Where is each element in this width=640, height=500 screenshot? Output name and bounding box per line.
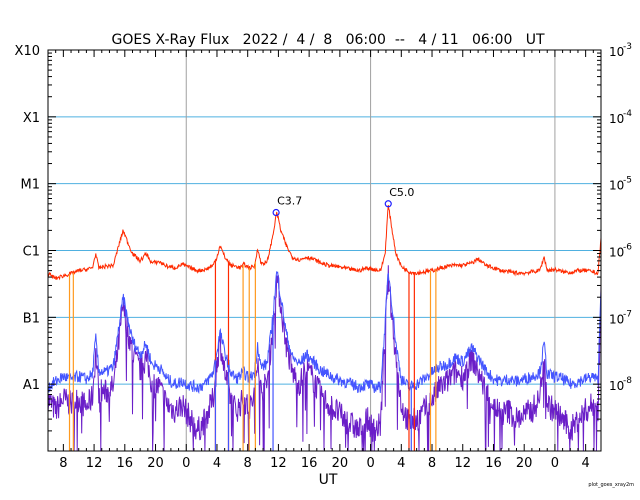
y-tick-label-right-exp: -6 (623, 243, 632, 253)
flare-layer: C3.7 C5.0 (272, 186, 414, 217)
x-tick-label: 20 (332, 456, 349, 471)
x-tick-label: 16 (117, 456, 134, 471)
y-tick-label-right-base: 10 (609, 179, 624, 193)
y-tick-label-left: B1 (23, 311, 40, 326)
y-tick-label-left: A1 (23, 378, 40, 393)
x-tick-label: 12 (270, 456, 287, 471)
y-tick-label-right-exp: -7 (623, 309, 632, 319)
y-tick-label-right-base: 10 (609, 45, 624, 59)
y-tick-label-right-exp: -3 (623, 42, 632, 52)
y-tick-label-right-exp: -8 (623, 376, 632, 386)
x-tick-label: 12 (454, 456, 471, 471)
x-tick-label: 16 (485, 456, 502, 471)
x-tick-label: 4 (213, 456, 221, 471)
flare-label: C5.0 (389, 186, 414, 199)
x-tick-label: 12 (86, 456, 103, 471)
flare-marker (272, 208, 280, 217)
y-tick-label-right-base: 10 (609, 246, 624, 260)
series-line-long (47, 205, 602, 281)
x-tick-label: 4 (397, 456, 405, 471)
x-tick-label: 4 (581, 456, 589, 471)
chart-title: GOES X-Ray Flux 2022 / 4 / 8 06:00 -- 4 … (112, 32, 545, 48)
footer-note: plot_goes_xray2m (588, 482, 634, 488)
y-tick-label-right-base: 10 (609, 312, 624, 326)
y-tick-label-right-exp: -4 (623, 109, 632, 119)
y-tick-label-left: C1 (23, 245, 40, 260)
series-layer (47, 205, 602, 452)
x-tick-label: 8 (244, 456, 252, 471)
y-tick-label-right-exp: -5 (623, 176, 632, 186)
flare-label: C3.7 (277, 195, 302, 208)
series-line-short2 (47, 265, 602, 452)
y-tick-label-left: X10 (15, 44, 40, 59)
x-tick-label: 8 (59, 456, 67, 471)
x-tick-label: 20 (147, 456, 164, 471)
x-tick-label: 16 (301, 456, 318, 471)
x-tick-label: 0 (182, 456, 190, 471)
y-tick-label-right-base: 10 (609, 112, 624, 126)
series-line-short (47, 271, 602, 395)
y-tick-label-right-base: 10 (609, 379, 624, 393)
x-tick-label: 0 (551, 456, 559, 471)
x-axis-label: UT (319, 472, 338, 488)
grid-layer (48, 50, 601, 451)
y-tick-label-left: M1 (21, 178, 41, 193)
flare-marker (384, 200, 392, 208)
x-tick-label: 20 (516, 456, 533, 471)
x-tick-label: 8 (428, 456, 436, 471)
x-tick-label: 0 (366, 456, 374, 471)
y-tick-label-left: X1 (23, 111, 40, 126)
